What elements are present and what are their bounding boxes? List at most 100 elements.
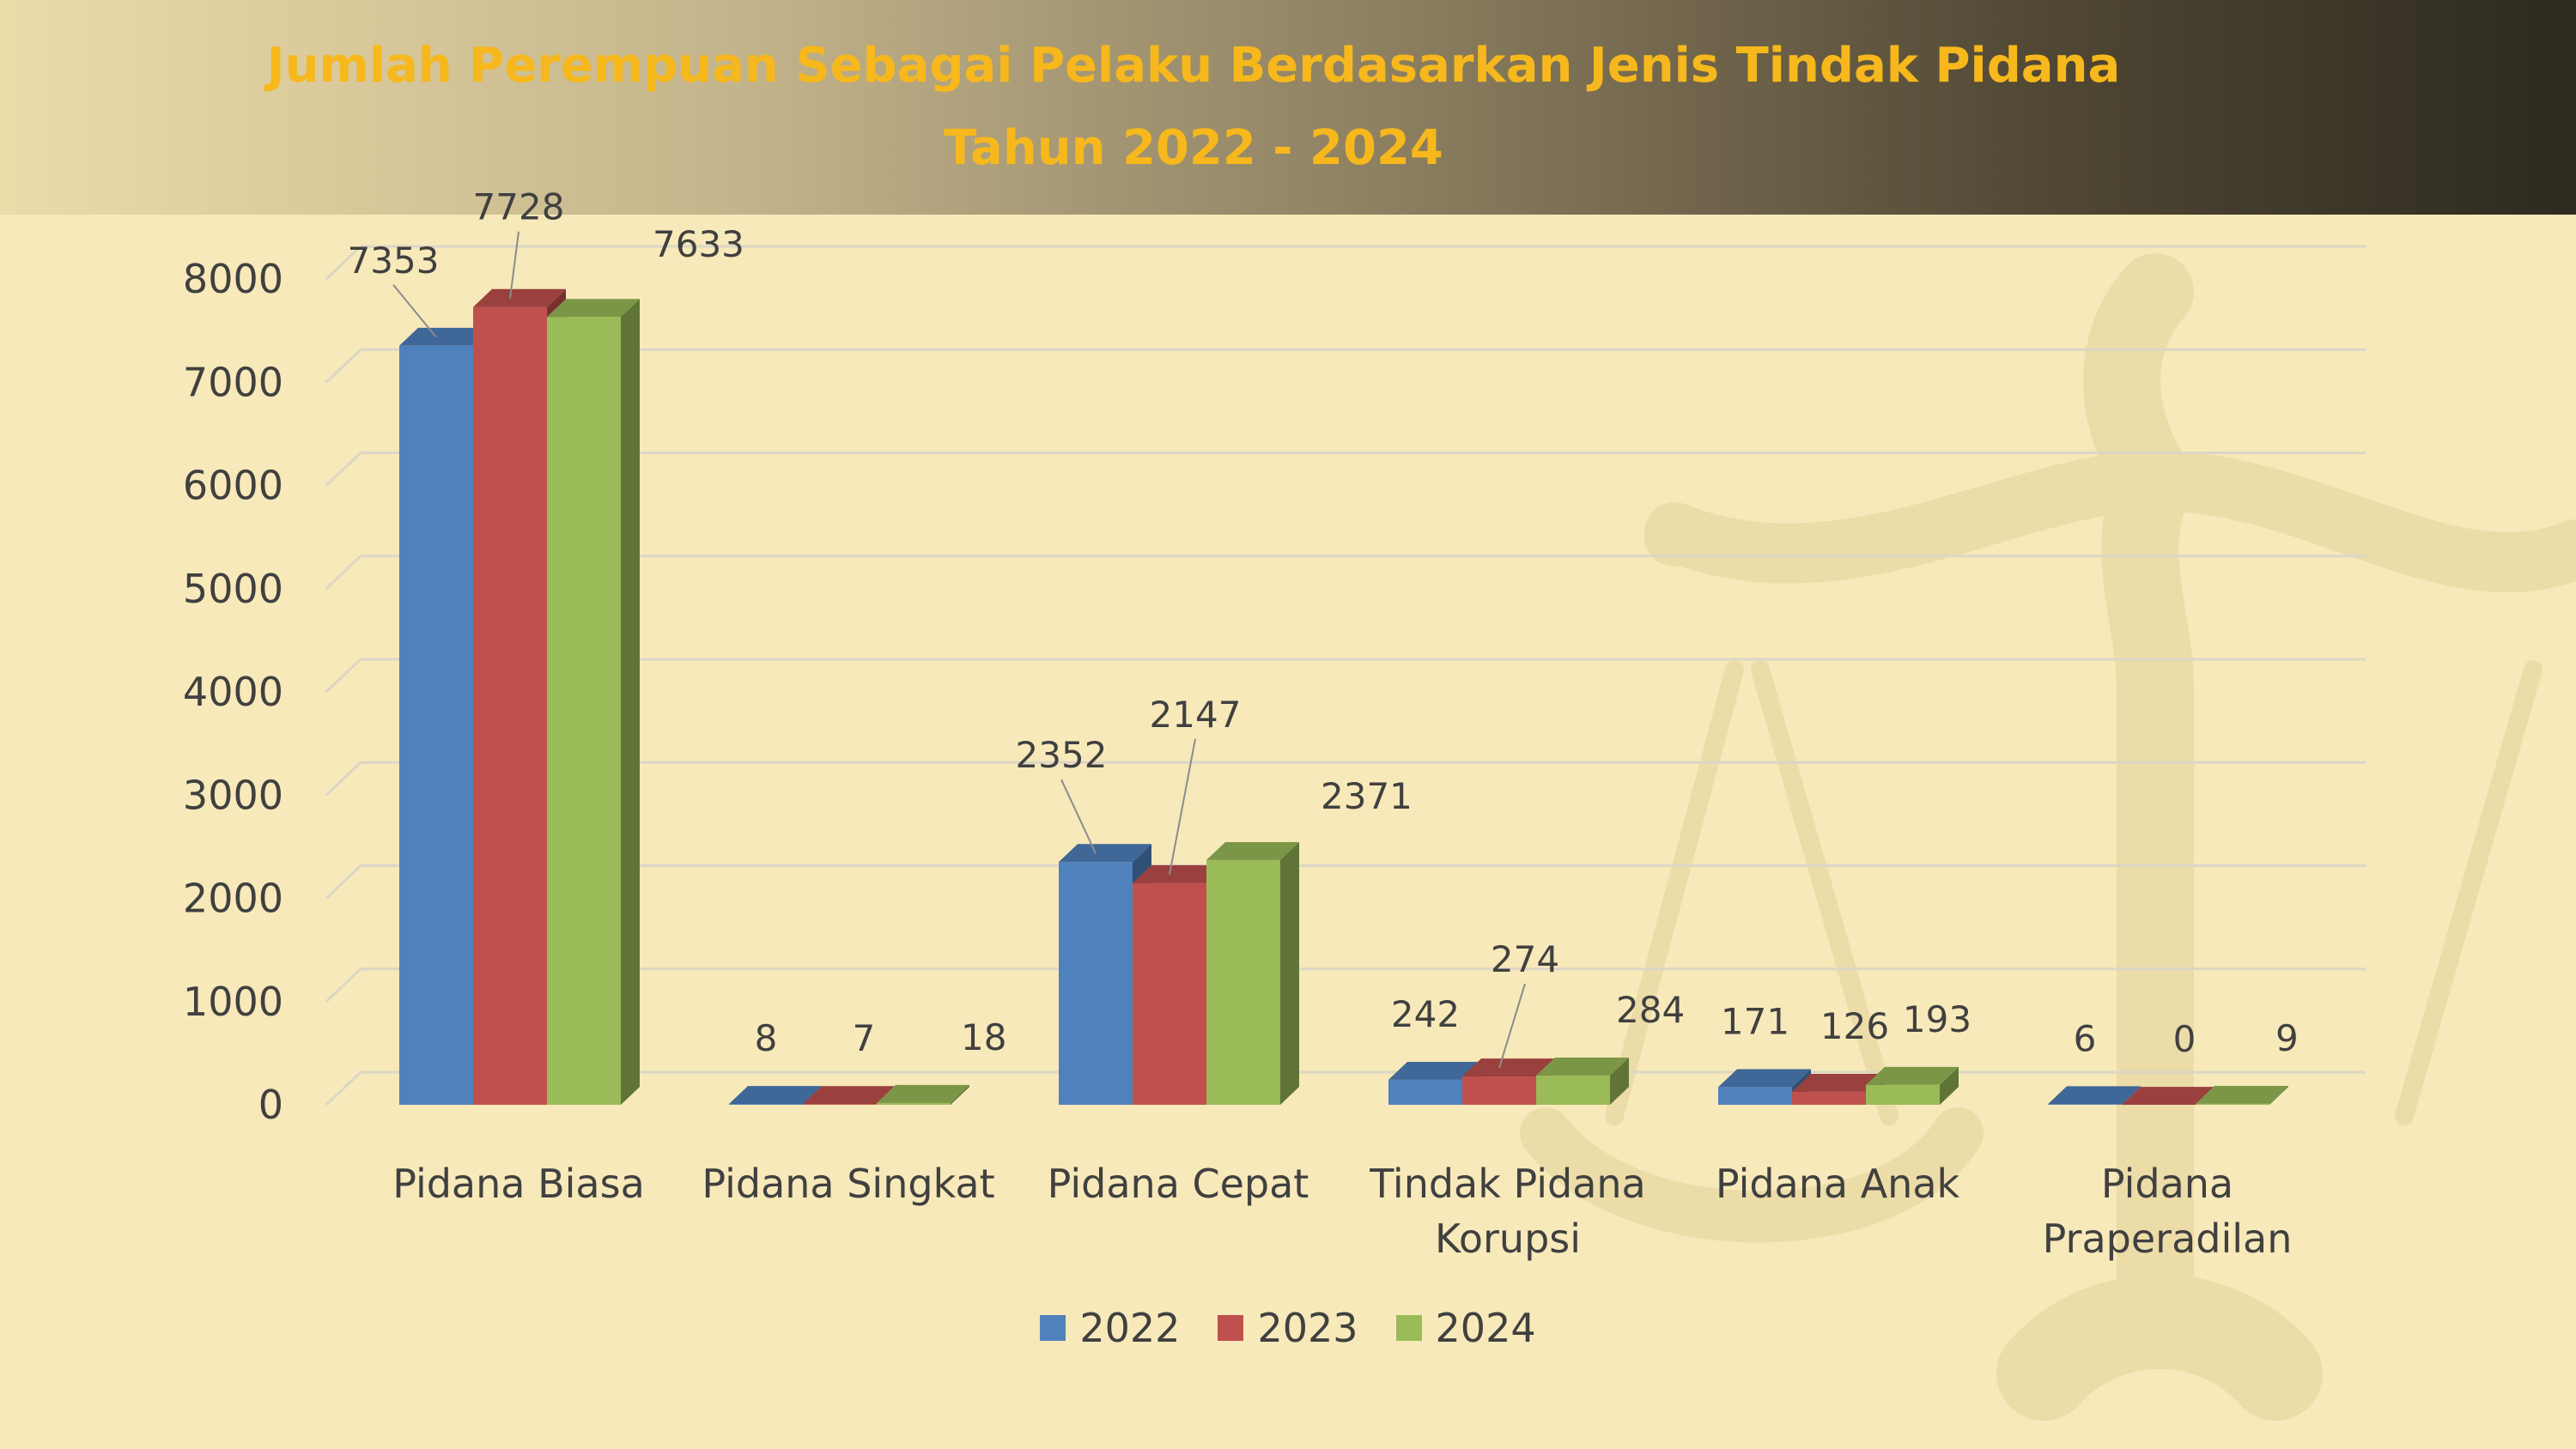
data-label-2024: 7633 <box>653 223 744 265</box>
x-tick-label: Pidana Anak <box>1716 1161 1960 1207</box>
bar-2024 <box>1536 1075 1610 1105</box>
data-label-2024: 2371 <box>1321 775 1413 817</box>
bar-top-2022 <box>2048 1086 2141 1105</box>
chart-title-line-1: Jumlah Perempuan Sebagai Pelaku Berdasar… <box>266 38 2121 94</box>
bar-2024 <box>547 317 621 1106</box>
data-label-2022: 7353 <box>348 239 440 282</box>
grid-line-depth <box>325 555 362 590</box>
data-label-2023: 126 <box>1820 1005 1889 1047</box>
bar-2023 <box>1462 1076 1536 1105</box>
data-label-2022: 8 <box>755 1017 778 1059</box>
bar-2023 <box>1133 882 1206 1105</box>
bar-top-2024 <box>1866 1066 1959 1085</box>
data-label-2023: 0 <box>2173 1018 2196 1060</box>
grid-line-depth <box>325 864 362 900</box>
bar-side-2024 <box>2269 1086 2288 1105</box>
legend-item-2023: 2023 <box>1218 1305 1358 1351</box>
bar-2022 <box>1718 1087 1792 1105</box>
bar-top-2023 <box>803 1086 896 1105</box>
data-label-2022: 6 <box>2074 1017 2097 1059</box>
data-label-2024: 193 <box>1903 998 1971 1040</box>
bar-side-2024 <box>1610 1057 1629 1105</box>
bar-top-2023 <box>1133 864 1225 883</box>
legend-swatch <box>1218 1315 1244 1341</box>
x-tick-label: Pidana Cepat <box>1048 1161 1309 1207</box>
bar-side-2024 <box>1940 1066 1959 1105</box>
bar-top-2023 <box>473 288 566 307</box>
y-tick-label: 5000 <box>183 566 283 612</box>
x-tick-label: Tindak Pidana <box>1369 1161 1646 1207</box>
bar-top-2022 <box>729 1086 822 1105</box>
bar-2024 <box>1206 859 1280 1105</box>
x-tick-label: Pidana <box>2101 1161 2233 1207</box>
grid-line-depth <box>325 761 362 797</box>
grid-line-depth <box>325 1070 362 1106</box>
bar-side-2024 <box>951 1084 969 1105</box>
bar-2024 <box>877 1102 951 1105</box>
x-tick-label: Pidana Singkat <box>702 1161 994 1207</box>
data-label-2022: 242 <box>1391 993 1460 1035</box>
y-tick-label: 7000 <box>183 359 283 405</box>
data-label-2022: 2352 <box>1016 734 1108 776</box>
y-tick-label: 6000 <box>183 463 283 509</box>
bar-top-2023 <box>1462 1058 1555 1077</box>
bar-side-2024 <box>1280 841 1299 1105</box>
bar-2023 <box>473 306 547 1105</box>
x-tick-label: Korupsi <box>1435 1216 1581 1262</box>
x-tick-label: Pidana Biasa <box>392 1161 645 1207</box>
bar-top-2024 <box>1206 841 1299 860</box>
chart-title-line-2: Tahun 2022 - 2024 <box>944 120 1443 176</box>
bar-2022 <box>1059 862 1133 1105</box>
legend-label: 2022 <box>1079 1305 1181 1351</box>
bar-top-2024 <box>547 299 640 318</box>
legend-swatch <box>1040 1315 1066 1341</box>
y-tick-label: 2000 <box>183 876 283 922</box>
data-label-2023: 2147 <box>1150 694 1242 736</box>
data-label-2022: 171 <box>1721 1000 1789 1042</box>
bar-2024 <box>1866 1084 1940 1105</box>
y-tick-label: 0 <box>258 1082 283 1128</box>
data-label-leader <box>509 231 519 299</box>
grid-line-depth <box>325 245 362 281</box>
data-label-leader <box>1498 983 1526 1069</box>
y-tick-label: 4000 <box>183 669 283 715</box>
bar-2023 <box>803 1104 877 1105</box>
bar-top-2022 <box>1388 1061 1481 1080</box>
bar-top-2022 <box>1718 1069 1811 1088</box>
bar-2022 <box>729 1104 803 1105</box>
data-label-2023: 7 <box>853 1017 876 1059</box>
bar-side-2022 <box>2122 1086 2141 1105</box>
bar-2024 <box>2196 1103 2269 1105</box>
bar-top-2024 <box>1536 1057 1629 1076</box>
bar-top-2023 <box>2122 1087 2215 1105</box>
data-label-leader <box>392 284 437 338</box>
y-tick-label: 8000 <box>183 256 283 302</box>
bar-top-2023 <box>1792 1073 1885 1092</box>
chart-header: Jumlah Perempuan Sebagai Pelaku Berdasar… <box>0 0 2576 215</box>
grid-line-depth <box>325 967 362 1003</box>
grid-line-depth <box>325 349 362 384</box>
bar-side-2024 <box>621 299 640 1105</box>
data-label-2024: 284 <box>1616 989 1685 1031</box>
bar-2022 <box>1388 1079 1462 1105</box>
data-label-leader <box>1169 738 1196 876</box>
bar-top-2022 <box>399 327 492 346</box>
chart-legend: 2022 2023 2024 <box>0 1305 2576 1351</box>
grid-line-depth <box>325 452 362 487</box>
bar-top-2024 <box>877 1084 969 1103</box>
legend-label: 2024 <box>1435 1305 1536 1351</box>
legend-label: 2023 <box>1257 1305 1358 1351</box>
data-label-2024: 18 <box>961 1016 1006 1058</box>
y-tick-label: 1000 <box>183 979 283 1025</box>
data-label-leader <box>1060 779 1097 854</box>
y-tick-label: 3000 <box>183 772 283 818</box>
data-label-2024: 9 <box>2275 1017 2299 1059</box>
bar-top-2024 <box>2196 1086 2288 1104</box>
x-tick-label: Praperadilan <box>2043 1216 2293 1262</box>
bar-2022 <box>2048 1104 2122 1105</box>
bar-2022 <box>399 345 473 1105</box>
data-label-2023: 274 <box>1491 938 1559 980</box>
grid-line-depth <box>325 658 362 694</box>
bar-2023 <box>1792 1091 1866 1105</box>
bar-top-2022 <box>1059 844 1151 863</box>
